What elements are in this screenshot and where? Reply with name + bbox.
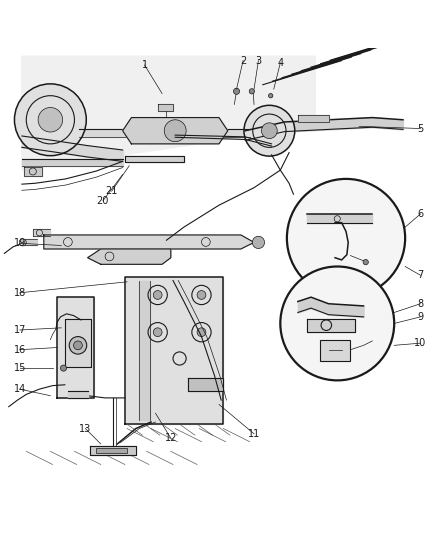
Circle shape — [69, 336, 87, 354]
Text: 16: 16 — [14, 345, 26, 355]
Circle shape — [164, 120, 186, 142]
Text: 8: 8 — [417, 298, 424, 309]
Text: 11: 11 — [248, 429, 260, 439]
Circle shape — [60, 365, 67, 371]
Polygon shape — [188, 378, 223, 391]
Circle shape — [261, 123, 277, 139]
Polygon shape — [158, 104, 173, 110]
Polygon shape — [88, 249, 171, 264]
Text: 5: 5 — [417, 124, 424, 134]
Text: 17: 17 — [14, 325, 26, 335]
Circle shape — [19, 239, 26, 246]
Circle shape — [38, 108, 63, 132]
Circle shape — [280, 266, 394, 381]
Text: 10: 10 — [414, 338, 427, 348]
Polygon shape — [44, 235, 254, 249]
Text: 9: 9 — [417, 312, 424, 322]
FancyBboxPatch shape — [320, 340, 350, 361]
Circle shape — [197, 328, 206, 336]
Text: 13: 13 — [79, 424, 92, 433]
Circle shape — [249, 88, 254, 94]
Text: 12: 12 — [165, 433, 177, 443]
Polygon shape — [24, 167, 42, 176]
FancyBboxPatch shape — [96, 448, 127, 453]
Text: 20: 20 — [97, 196, 109, 206]
Polygon shape — [123, 118, 228, 144]
Circle shape — [244, 106, 295, 156]
Circle shape — [287, 179, 405, 297]
Polygon shape — [307, 319, 355, 332]
Text: 6: 6 — [417, 209, 424, 219]
Text: 18: 18 — [14, 288, 26, 298]
Circle shape — [153, 328, 162, 336]
Text: 19: 19 — [14, 238, 26, 248]
Text: 21: 21 — [106, 186, 118, 196]
Text: 1: 1 — [141, 60, 148, 70]
Circle shape — [197, 290, 206, 300]
Circle shape — [252, 236, 265, 248]
Polygon shape — [298, 115, 328, 122]
Polygon shape — [125, 278, 223, 424]
Polygon shape — [65, 319, 91, 367]
Circle shape — [233, 88, 240, 94]
Text: 7: 7 — [417, 270, 424, 280]
Circle shape — [74, 341, 82, 350]
Text: 2: 2 — [240, 55, 246, 66]
Polygon shape — [22, 56, 315, 170]
Circle shape — [363, 260, 368, 265]
Circle shape — [268, 93, 273, 98]
Polygon shape — [90, 446, 136, 455]
Polygon shape — [125, 156, 184, 162]
Circle shape — [14, 84, 86, 156]
Text: 14: 14 — [14, 384, 26, 394]
Text: 4: 4 — [277, 58, 283, 68]
Text: 15: 15 — [14, 363, 26, 373]
Text: 3: 3 — [255, 55, 261, 66]
Circle shape — [153, 290, 162, 300]
Polygon shape — [57, 297, 94, 398]
